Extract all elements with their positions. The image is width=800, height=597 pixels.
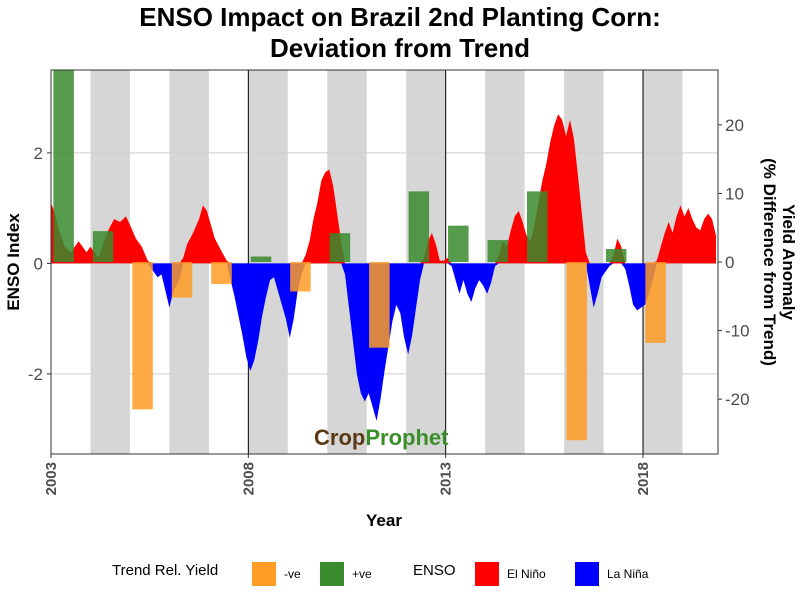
yield-bar-2016 xyxy=(566,262,587,441)
y-left-tick-label--2: -2 xyxy=(28,365,43,384)
y-right-tick-label-20: 20 xyxy=(725,116,744,135)
enso-el-nino-area xyxy=(51,114,717,264)
x-axis-label: Year xyxy=(366,511,402,530)
legend-swatch-la-nina xyxy=(575,562,599,586)
y-axis-right-label-line2: (% Difference from Trend) xyxy=(760,158,779,366)
y-left-tick-label-2: 2 xyxy=(34,144,43,163)
x-tick-label-2003: 2003 xyxy=(43,462,60,495)
chart-subtitle: Deviation from Trend xyxy=(269,33,531,63)
yield-bar-2007 xyxy=(211,262,232,284)
legend-swatch-positive xyxy=(320,562,344,586)
legend-enso-title: ENSO xyxy=(413,562,456,579)
watermark-crop: Crop xyxy=(314,425,365,450)
yield-bar-2005 xyxy=(132,262,153,410)
yield-bar-2015 xyxy=(526,191,548,262)
yield-bar-2014 xyxy=(487,240,509,262)
x-tick-label-2018: 2018 xyxy=(635,462,652,495)
yield-bar-2009 xyxy=(290,262,311,292)
legend-item-la-nina: La Niña xyxy=(575,562,648,586)
y-left-tick-label-0: 0 xyxy=(34,254,43,273)
yield-bar-2012 xyxy=(408,191,430,262)
yield-bar-2018 xyxy=(645,262,666,343)
y-right-tick-label-10: 10 xyxy=(725,184,744,203)
cropprophet-watermark: CropProphet xyxy=(314,425,449,450)
y-axis-left-label: ENSO Index xyxy=(4,213,23,311)
y-right-tick-label--20: -20 xyxy=(725,390,750,409)
legend-item-negative: -ve xyxy=(252,562,301,586)
svg-text:CropProphet: CropProphet xyxy=(314,425,449,450)
legend-swatch-el-nino xyxy=(475,562,499,586)
yield-bar-2013 xyxy=(448,225,469,262)
yield-bar-2008 xyxy=(250,256,272,262)
legend-item-positive: +ve xyxy=(320,562,372,586)
x-tick-label-2013: 2013 xyxy=(438,462,455,495)
yield-bar-2003 xyxy=(53,70,74,262)
legend-yield-title: Trend Rel. Yield xyxy=(112,562,219,579)
yield-bar-2006 xyxy=(171,262,193,298)
legend: Trend Rel. Yield -ve +ve ENSO El Niño La… xyxy=(0,562,800,586)
legend-swatch-negative xyxy=(252,562,276,586)
legend-item-el-nino: El Niño xyxy=(475,562,546,586)
yield-bar-2010 xyxy=(329,233,351,262)
chart-title: ENSO Impact on Brazil 2nd Planting Corn: xyxy=(139,2,661,32)
y-right-tick-label--10: -10 xyxy=(725,322,750,341)
x-tick-label-2008: 2008 xyxy=(240,462,257,495)
yield-bar-2017 xyxy=(605,248,627,262)
yield-bar-2004 xyxy=(92,231,114,262)
yield-bar-2011 xyxy=(369,262,390,348)
y-axis-right-label-line1: Yield Anomaly xyxy=(779,204,798,320)
y-right-tick-label-0: 0 xyxy=(725,253,734,272)
watermark-prophet: Prophet xyxy=(365,425,449,450)
